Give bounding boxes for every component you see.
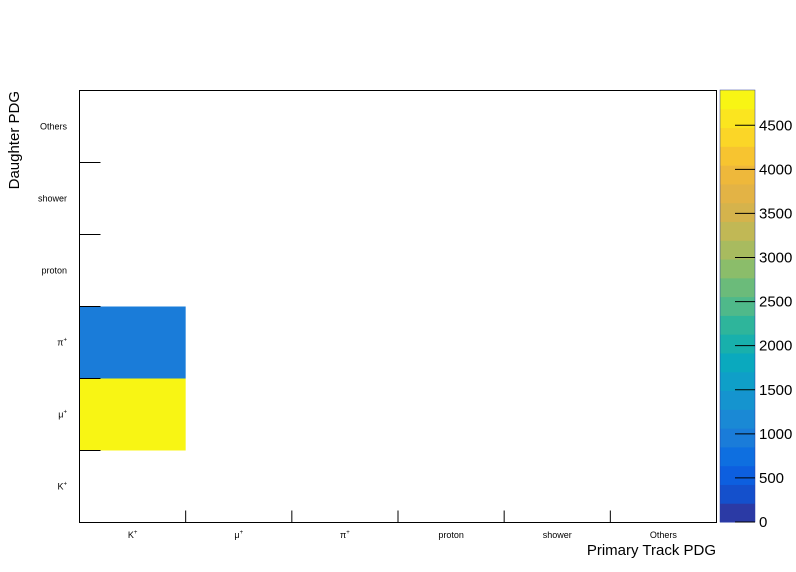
colorbar-tick-label: 3000 xyxy=(759,250,792,267)
colorbar-tick-label: 0 xyxy=(759,514,767,531)
x-tick-label: shower xyxy=(543,530,572,540)
heatmap-cell xyxy=(79,378,186,451)
x-tick-label: μ+ xyxy=(234,530,243,540)
colorbar-segment xyxy=(720,352,755,373)
x-axis-title: Primary Track PDG xyxy=(587,542,716,559)
colorbar-segment xyxy=(720,334,755,354)
colorbar-segment xyxy=(720,90,755,110)
y-tick-label: π+ xyxy=(57,338,67,348)
colorbar-segment xyxy=(720,221,755,241)
colorbar-tick-label: 1000 xyxy=(759,426,792,443)
colorbar-segment xyxy=(720,296,755,316)
x-tick-labels: K+ μ+ π+ proton shower Others xyxy=(128,530,678,540)
colorbar-segment xyxy=(720,315,755,335)
colorbar-segment xyxy=(720,165,755,185)
heatmap-cell xyxy=(79,306,186,379)
colorbar-tick-label: 3500 xyxy=(759,205,792,222)
colorbar-segment xyxy=(720,390,755,410)
colorbar-tick-label: 4500 xyxy=(759,117,792,134)
colorbar-segment xyxy=(720,240,755,260)
colorbar-segment xyxy=(720,503,755,523)
colorbar-tick-label: 2000 xyxy=(759,338,792,355)
colorbar-segment xyxy=(720,409,755,429)
y-tick-label: proton xyxy=(41,266,67,276)
colorbar-segment xyxy=(720,183,755,204)
colorbar-segment xyxy=(720,371,755,392)
x-axis-ticks xyxy=(185,510,611,523)
colorbar xyxy=(719,89,756,523)
colorbar-segment xyxy=(720,259,755,279)
y-axis-title: Daughter PDG xyxy=(6,91,23,189)
colorbar-ticks: 0 500 1000 1500 2000 2500 3000 3500 4000 4500 xyxy=(735,117,792,531)
x-tick-label: Others xyxy=(650,530,678,540)
colorbar-segment xyxy=(720,446,755,467)
colorbar-tick-label: 4000 xyxy=(759,161,792,178)
y-tick-labels: K+ μ+ π+ proton shower Others xyxy=(38,122,68,492)
colorbar-tick-label: 500 xyxy=(759,470,784,487)
heatmap-cells xyxy=(79,306,186,451)
y-axis-ticks xyxy=(79,162,101,451)
colorbar-segment xyxy=(720,277,755,298)
colorbar-segment xyxy=(720,108,755,129)
x-tick-label: K+ xyxy=(128,530,138,540)
colorbar-segment xyxy=(720,202,755,222)
y-tick-label: Others xyxy=(40,122,68,132)
colorbar-tick-label: 2500 xyxy=(759,294,792,311)
y-tick-label: μ+ xyxy=(58,410,67,420)
colorbar-tick-label: 1500 xyxy=(759,382,792,399)
y-tick-label: shower xyxy=(38,194,67,204)
x-tick-label: π+ xyxy=(340,530,350,540)
colorbar-segment xyxy=(720,428,755,448)
colorbar-segment xyxy=(720,484,755,504)
colorbar-segment xyxy=(720,127,755,147)
y-tick-label: K+ xyxy=(57,482,67,492)
colorbar-segment xyxy=(720,465,755,485)
colorbar-segment xyxy=(720,146,755,166)
x-tick-label: proton xyxy=(438,530,464,540)
